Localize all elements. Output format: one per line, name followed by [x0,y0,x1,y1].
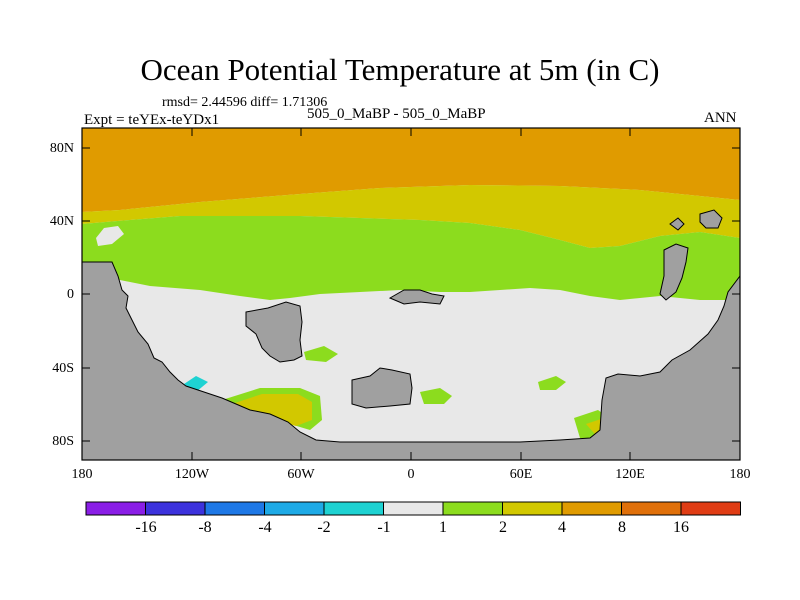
colorbar-swatch [85,501,146,516]
colorbar-swatch [383,501,444,516]
orange-contour-region [82,128,740,212]
land-eastern-continent [659,243,689,301]
y-tick-label: 40N [49,214,74,229]
colorbar [85,501,741,516]
neutral-patch-north-atlantic [96,226,124,246]
colorbar-swatch [561,501,622,516]
colorbar-swatch [145,501,206,516]
colorbar-label: -1 [377,519,391,536]
y-tick-label: 80S [52,434,74,449]
rmsd-diff-stats: rmsd= 2.44596 diff= 1.71306 [162,95,328,110]
colorbar-swatch [264,501,325,516]
land-northeast-island [699,209,723,229]
colorbar-label: 8 [618,519,626,536]
land-equatorial-island [388,289,445,305]
x-tick-label: 180 [729,467,751,482]
colorbar-label: -2 [317,519,331,536]
x-tick-label: 180 [71,467,93,482]
yellow-contour-region-south [232,394,312,426]
map-title: Ocean Potential Temperature at 5m (in C) [140,52,660,87]
x-tick-label: 60E [509,467,533,482]
colorbar-label: 16 [673,519,689,536]
land-south-atlantic-island [351,367,413,409]
land-small-island-east [669,217,685,231]
colorbar-swatch [502,501,563,516]
yellow-contour-region-north [82,185,740,248]
green-contour-region-north [82,216,740,300]
colorbar-label: 1 [439,519,447,536]
x-tick-label: 120E [615,467,645,482]
colorbar-swatch [442,501,503,516]
x-tick-label: 120W [174,467,210,482]
colorbar-swatch [204,501,265,516]
colorbar-swatch [621,501,682,516]
colorbar-label: 2 [499,519,507,536]
colorbar-label: -4 [258,519,272,536]
x-axis-ticks [81,128,741,460]
x-tick-label: 60W [287,467,315,482]
y-tick-label: 80N [49,141,74,156]
x-tick-label: 0 [407,467,415,482]
green-patch-equatorial [304,346,338,362]
colorbar-swatch [680,501,741,516]
y-tick-label: 0 [67,287,74,302]
y-axis-ticks [82,147,740,442]
land-africa [245,301,303,363]
colorbar-label: -16 [135,519,157,536]
colorbar-label: -8 [198,519,212,536]
green-patch-indian [538,376,566,390]
colorbar-label: 4 [558,519,566,536]
green-patch-south-atlantic [420,388,452,404]
colorbar-swatch [323,501,384,516]
land-western-americas [81,261,741,461]
experiment-label: Expt = teYEx-teYDx1 [84,112,220,128]
season-label: ANN [704,110,737,126]
case-comparison-label: 505_0_MaBP - 505_0_MaBP [307,106,486,122]
y-tick-label: 40S [52,361,74,376]
